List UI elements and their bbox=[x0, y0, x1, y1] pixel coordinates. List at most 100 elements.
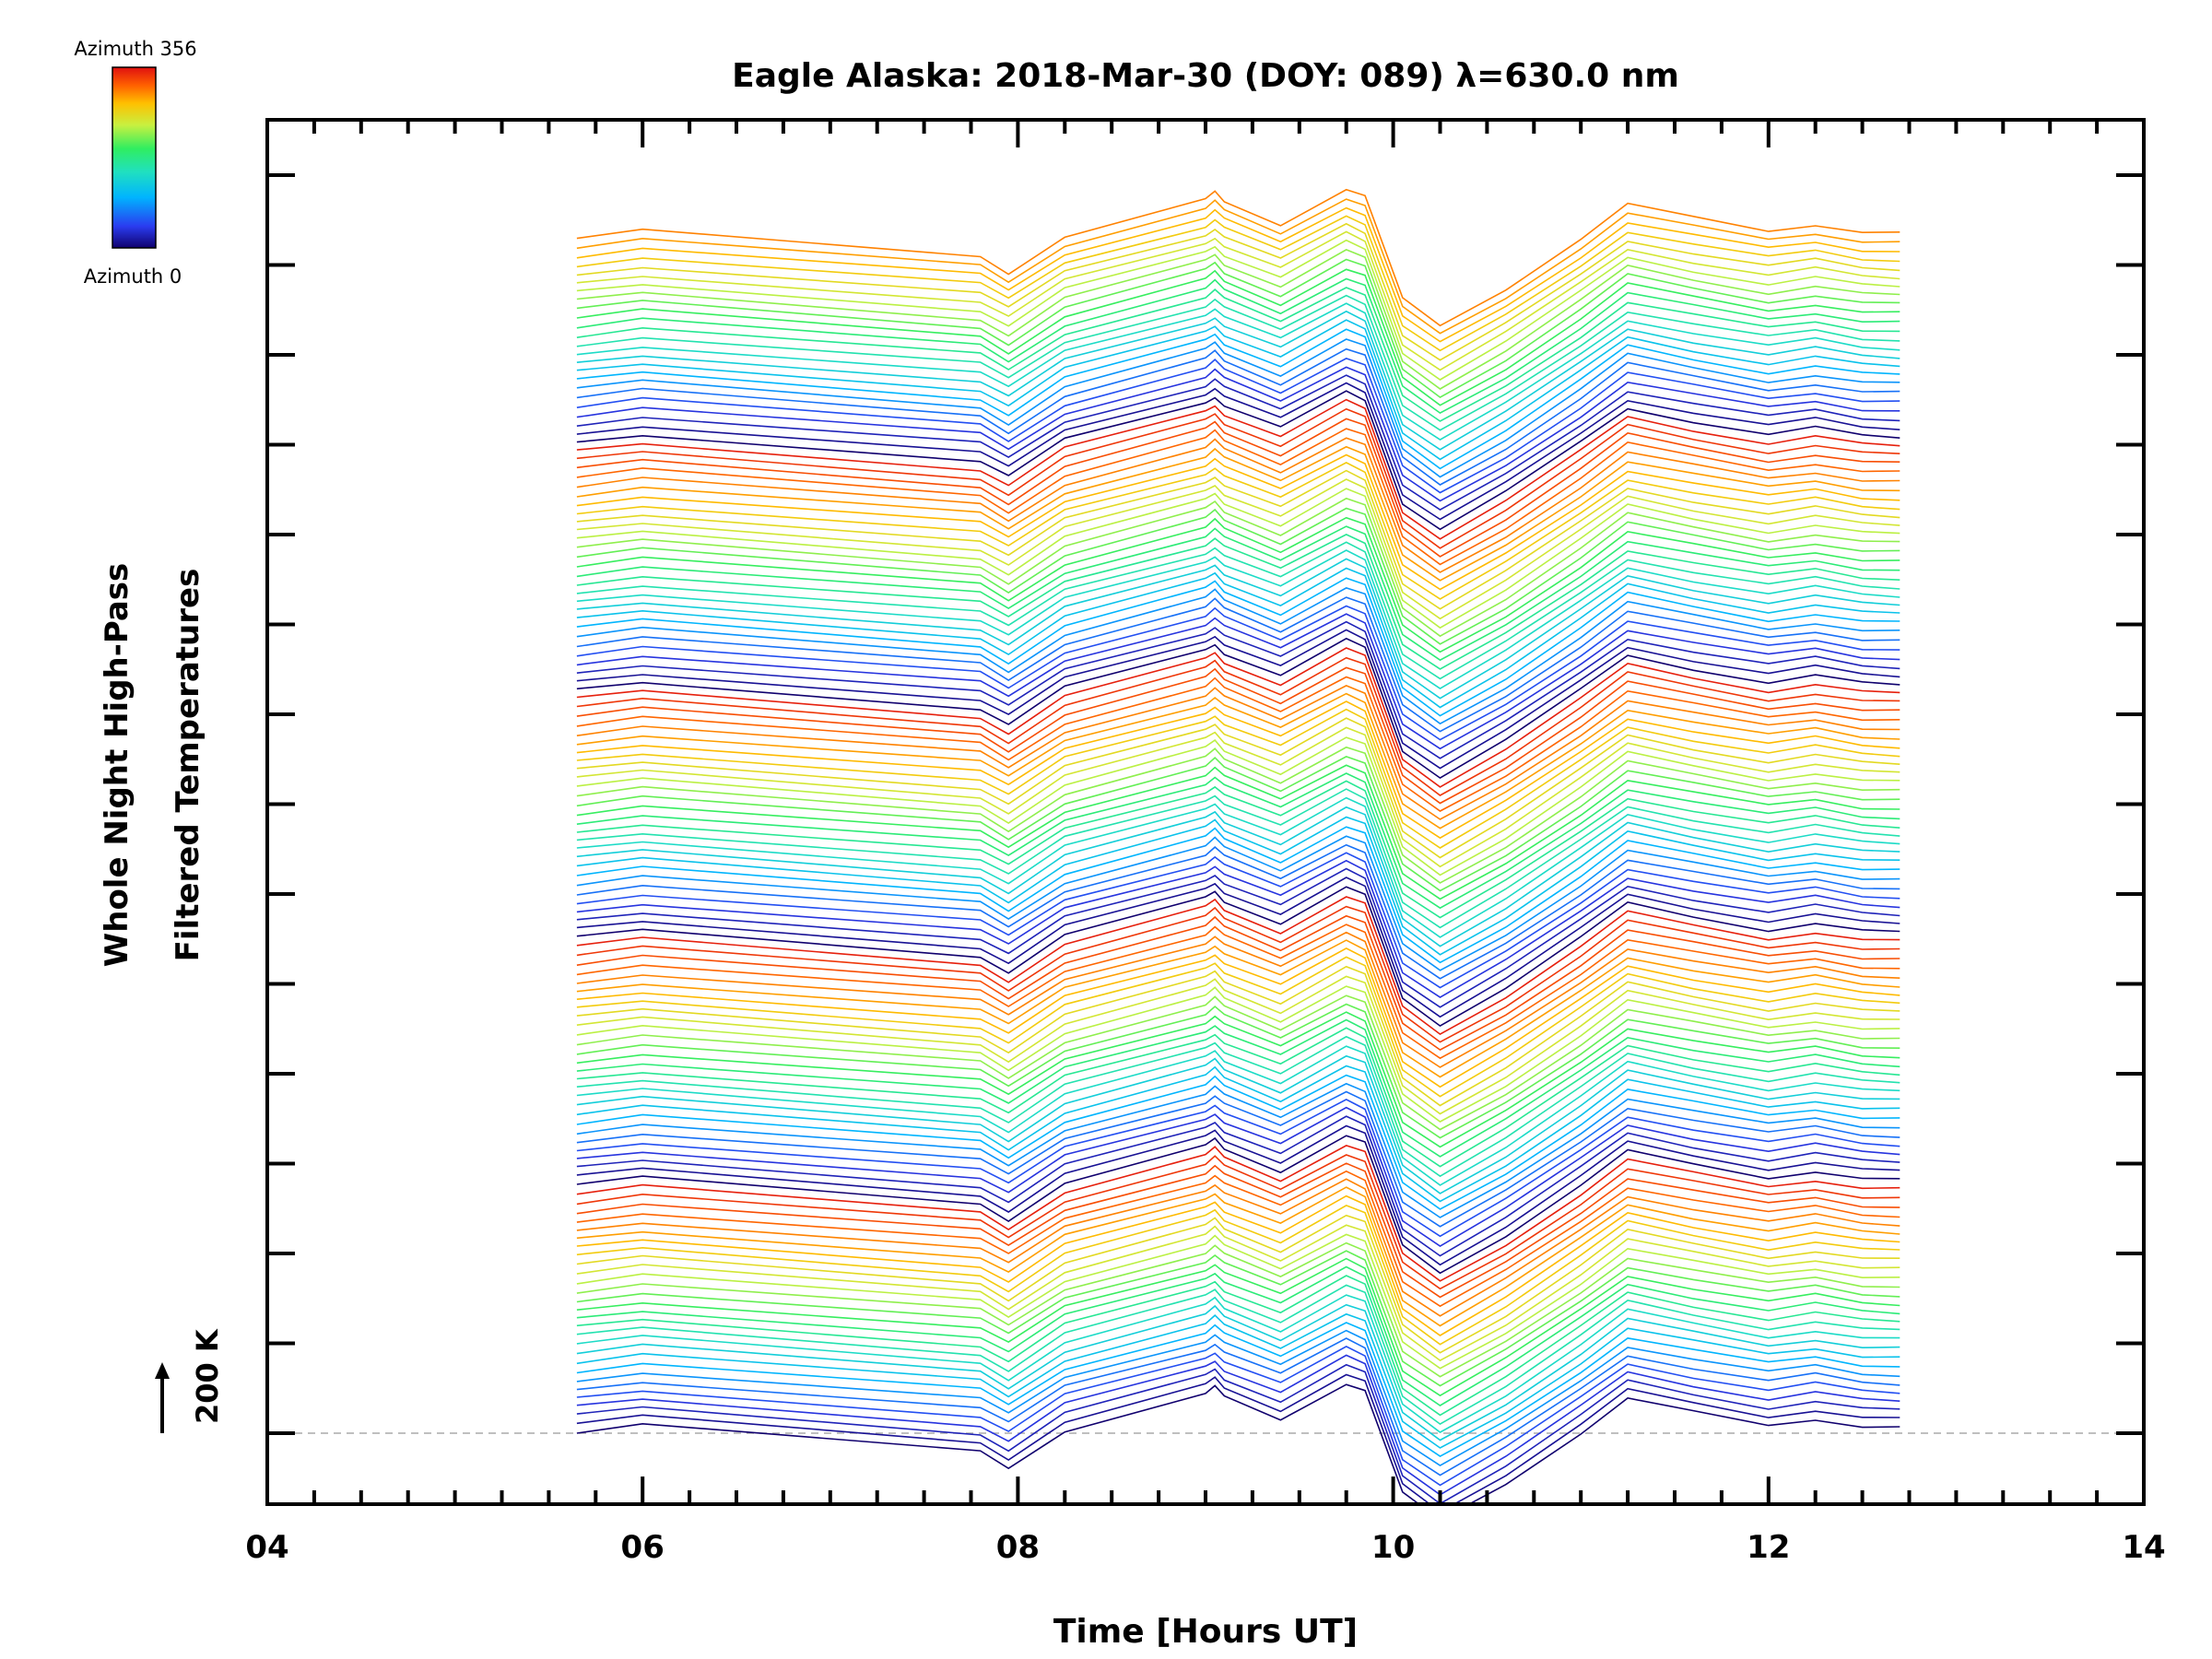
series-line bbox=[576, 676, 1900, 812]
series-line bbox=[576, 469, 1900, 610]
series-line bbox=[576, 859, 1900, 999]
series-line bbox=[576, 222, 1900, 361]
series-line bbox=[576, 1003, 1900, 1139]
series-line bbox=[576, 516, 1900, 653]
series-line bbox=[576, 1312, 1900, 1449]
colorbar-top-label: Azimuth 356 bbox=[74, 38, 196, 60]
series-line bbox=[576, 685, 1900, 820]
series-line bbox=[576, 1170, 1900, 1308]
series-line bbox=[576, 287, 1900, 422]
series-line bbox=[576, 549, 1900, 690]
series-line bbox=[576, 1275, 1900, 1417]
series-line bbox=[576, 886, 1900, 1028]
series-line bbox=[576, 1294, 1900, 1433]
series-line bbox=[576, 1284, 1900, 1426]
series-line bbox=[576, 994, 1900, 1131]
series-line bbox=[576, 382, 1900, 521]
series-line bbox=[576, 1373, 1900, 1504]
series-line bbox=[576, 1054, 1900, 1194]
series-line bbox=[576, 692, 1900, 830]
series-line bbox=[576, 788, 1900, 929]
series-line bbox=[576, 1383, 1900, 1504]
series-line bbox=[576, 772, 1900, 910]
series-line bbox=[576, 1035, 1900, 1178]
series-line bbox=[576, 736, 1900, 877]
series-line bbox=[576, 924, 1900, 1060]
series-line bbox=[576, 756, 1900, 892]
series-line bbox=[576, 1106, 1900, 1248]
series-line bbox=[576, 1135, 1900, 1275]
series-line bbox=[576, 867, 1900, 1008]
series-line bbox=[576, 534, 1900, 670]
series-line bbox=[576, 445, 1900, 582]
series-line bbox=[576, 1162, 1900, 1299]
series-line bbox=[576, 666, 1900, 805]
series-line bbox=[576, 230, 1900, 371]
series-line bbox=[576, 1329, 1900, 1467]
series-line bbox=[576, 947, 1900, 1088]
series-line bbox=[576, 1205, 1900, 1346]
series-line bbox=[576, 877, 1900, 1018]
series-line bbox=[576, 852, 1900, 989]
series-line bbox=[576, 1224, 1900, 1362]
series-line bbox=[576, 398, 1900, 540]
series-line bbox=[576, 656, 1900, 796]
x-tick-label: 12 bbox=[1747, 1529, 1790, 1566]
series-line bbox=[576, 764, 1900, 900]
series-line bbox=[576, 310, 1900, 451]
series-line bbox=[576, 338, 1900, 478]
x-tick-label: 06 bbox=[621, 1529, 665, 1566]
x-axis-label: Time [Hours UT] bbox=[1053, 1613, 1358, 1651]
series-line bbox=[576, 541, 1900, 680]
series-line bbox=[576, 1354, 1900, 1496]
y-axis-label: Whole Night High-Pass Filtered Temperatu… bbox=[99, 563, 206, 968]
series-line bbox=[576, 629, 1900, 770]
series-line bbox=[576, 1074, 1900, 1210]
series-line bbox=[576, 453, 1900, 591]
series-line bbox=[576, 577, 1900, 717]
series-line bbox=[576, 746, 1900, 884]
series-line bbox=[576, 277, 1900, 415]
series-line bbox=[576, 497, 1900, 638]
series-line bbox=[576, 620, 1900, 759]
series-line bbox=[576, 806, 1900, 947]
series-line bbox=[576, 507, 1900, 645]
series-line bbox=[576, 1124, 1900, 1266]
series-line bbox=[576, 637, 1900, 780]
series-line bbox=[576, 294, 1900, 431]
series-line bbox=[576, 605, 1900, 741]
series-line bbox=[576, 428, 1900, 566]
series-line bbox=[576, 478, 1900, 620]
series-line bbox=[576, 358, 1900, 494]
series-line bbox=[576, 587, 1900, 725]
series-line bbox=[576, 215, 1900, 352]
series-line bbox=[576, 1265, 1900, 1406]
series-line bbox=[576, 708, 1900, 849]
series-line bbox=[576, 1186, 1900, 1327]
series-traces bbox=[576, 188, 1900, 1504]
series-line bbox=[576, 726, 1900, 868]
series-line bbox=[576, 1018, 1900, 1158]
series-line bbox=[576, 1065, 1900, 1203]
series-line bbox=[576, 1322, 1900, 1458]
series-line bbox=[576, 956, 1900, 1098]
series-line bbox=[576, 1363, 1900, 1504]
series-line bbox=[576, 1178, 1900, 1317]
series-line bbox=[576, 1154, 1900, 1290]
series-line bbox=[576, 914, 1900, 1052]
colorbar-bottom-label: Azimuth 0 bbox=[84, 265, 182, 288]
chart-title: Eagle Alaska: 2018-Mar-30 (DOY: 089) λ=6… bbox=[732, 57, 1679, 95]
series-line bbox=[576, 1241, 1900, 1378]
series-line bbox=[576, 1082, 1900, 1218]
series-line bbox=[576, 461, 1900, 600]
x-tick-label: 08 bbox=[996, 1529, 1040, 1566]
y-axis-label-line-2: Filtered Temperatures bbox=[170, 569, 206, 962]
x-tick-labels: 04 06 08 10 12 14 bbox=[245, 1529, 2165, 1566]
series-line bbox=[576, 1250, 1900, 1387]
series-line bbox=[576, 319, 1900, 461]
series-line bbox=[576, 1145, 1900, 1282]
series-line bbox=[576, 558, 1900, 700]
x-tick-label: 10 bbox=[1371, 1529, 1415, 1566]
colorbar: Azimuth 356 Azimuth 0 bbox=[74, 38, 196, 288]
